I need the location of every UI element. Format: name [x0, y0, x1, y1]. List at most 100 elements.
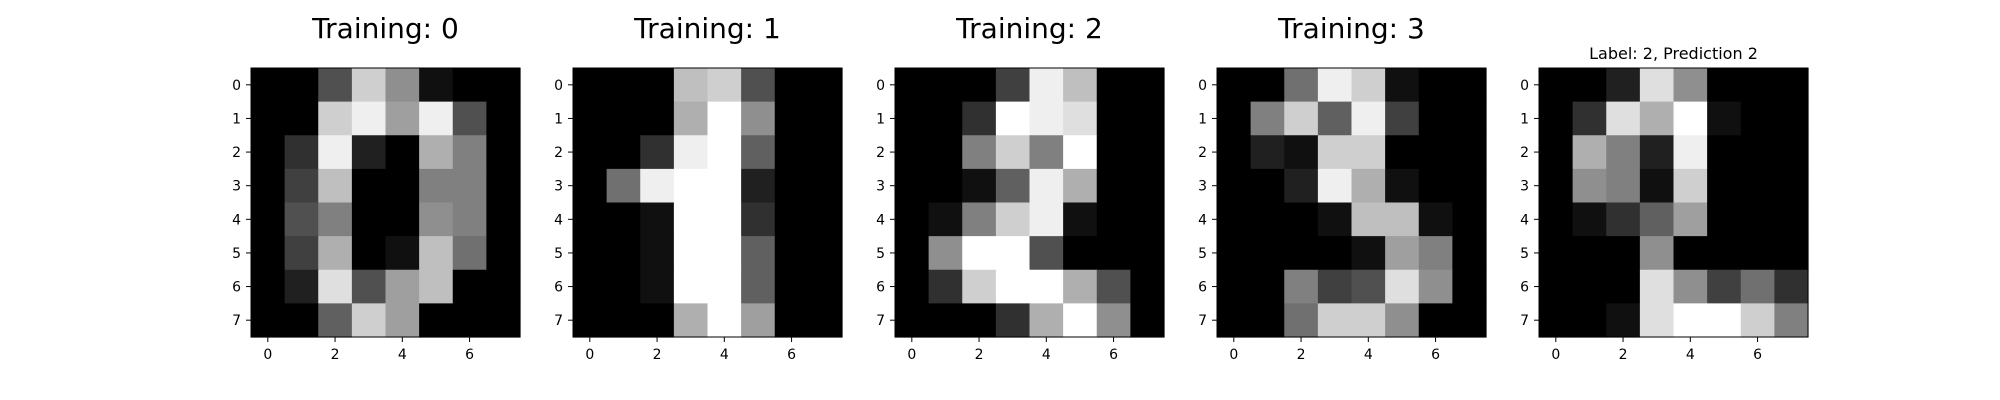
heatmap-cell: [808, 236, 843, 271]
heatmap-cell: [1217, 269, 1252, 304]
heatmap-cell: [1774, 168, 1809, 204]
y-tick-label: 0: [876, 78, 885, 94]
heatmap-cell: [606, 168, 641, 204]
heatmap-cell: [1250, 168, 1285, 204]
heatmap-cell: [486, 303, 521, 338]
heatmap-cell: [419, 68, 454, 103]
heatmap-cell: [1572, 68, 1607, 103]
heatmap-cell: [1063, 68, 1098, 103]
y-tick-label: 5: [232, 246, 241, 262]
heatmap-cell: [962, 236, 997, 271]
y-tick-label: 0: [554, 78, 563, 94]
heatmap-cell: [1317, 168, 1353, 204]
heatmap-cell: [1673, 202, 1708, 237]
heatmap-cell: [707, 101, 742, 136]
heatmap-cell: [1639, 68, 1675, 103]
y-tick-label: 5: [876, 246, 885, 262]
heatmap-cell: [251, 135, 286, 170]
heatmap-cell: [419, 303, 454, 338]
heatmap-cell: [1250, 135, 1285, 170]
x-tick-label: 0: [1229, 347, 1238, 363]
y-tick-label: 3: [554, 179, 563, 195]
heatmap-cell: [1707, 269, 1742, 304]
y-tick-label: 1: [232, 111, 241, 127]
heatmap-cell: [1029, 269, 1064, 304]
heatmap-cell: [640, 202, 675, 237]
heatmap-cell: [1606, 303, 1641, 338]
heatmap-cell: [1029, 168, 1064, 204]
heatmap-cell: [1740, 135, 1775, 170]
heatmap-cell: [318, 236, 353, 271]
heatmap-cell: [673, 202, 709, 237]
heatmap-cell: [606, 135, 641, 170]
heatmap-cell: [1351, 202, 1386, 237]
y-tick-label: 2: [554, 145, 563, 161]
heatmap-cell: [1606, 202, 1641, 237]
y-tick-label: 2: [232, 145, 241, 161]
heatmap-cell: [1130, 101, 1165, 136]
heatmap-cell: [486, 202, 521, 237]
heatmap-cell: [808, 202, 843, 237]
heatmap-cell: [808, 168, 843, 204]
heatmap-cell: [606, 269, 641, 304]
heatmap-cell: [962, 68, 997, 103]
heatmap-cell: [995, 303, 1031, 338]
heatmap-cell: [1029, 303, 1064, 338]
heatmap-cell: [1385, 202, 1420, 237]
heatmap-cell: [1250, 101, 1285, 136]
heatmap-cell: [1130, 303, 1165, 338]
heatmap-cell: [351, 269, 387, 304]
heatmap-cell: [606, 236, 641, 271]
heatmap-cell: [1029, 135, 1064, 170]
heatmap-cell: [1572, 135, 1607, 170]
heatmap-cell: [774, 101, 809, 136]
heatmap-cell: [351, 101, 387, 136]
heatmap-cell: [452, 135, 487, 170]
x-tick-label: 6: [1431, 347, 1440, 363]
heatmap-cell: [673, 101, 709, 136]
y-tick-label: 3: [1198, 179, 1207, 195]
y-tick-label: 7: [876, 313, 885, 329]
heatmap-cell: [1606, 269, 1641, 304]
heatmap-cell: [1063, 269, 1098, 304]
axes-frame: [1216, 67, 1487, 338]
heatmap-cell: [1096, 202, 1131, 237]
x-tick-label: 2: [1297, 347, 1306, 363]
heatmap-cell: [573, 68, 608, 103]
y-tick-label: 1: [876, 111, 885, 127]
heatmap-cell: [1317, 101, 1353, 136]
heatmap-cell: [1096, 135, 1131, 170]
heatmap-cell: [1639, 168, 1675, 204]
heatmap-cell: [1096, 269, 1131, 304]
heatmap-cell: [419, 101, 454, 136]
heatmap-cell: [1130, 168, 1165, 204]
heatmap-cell: [741, 101, 776, 136]
heatmap-cell: [1673, 101, 1708, 136]
heatmap-cell: [1707, 202, 1742, 237]
heatmap-cell: [1539, 101, 1574, 136]
heatmap-cell: [741, 135, 776, 170]
heatmap-cell: [573, 236, 608, 271]
y-tick-label: 6: [1198, 280, 1207, 296]
heatmap-cell: [741, 236, 776, 271]
heatmap-cell: [962, 135, 997, 170]
heatmap-cell: [1774, 101, 1809, 136]
y-tick-label: 7: [232, 313, 241, 329]
heatmap-cell: [351, 168, 387, 204]
heatmap-cell: [1418, 135, 1453, 170]
heatmap-cell: [774, 269, 809, 304]
heatmap-cell: [251, 202, 286, 237]
y-tick-label: 3: [876, 179, 885, 195]
heatmap-cell: [284, 269, 319, 304]
heatmap-cell: [284, 168, 319, 204]
panel-prediction: Label: 2, Prediction 2 0 2 4 6 0 1 2 3 4 5 6 7: [1520, 44, 1809, 363]
heatmap-cell: [640, 269, 675, 304]
heatmap-cell: [741, 303, 776, 338]
heatmap-cell: [1130, 202, 1165, 237]
heatmap-cell: [1284, 236, 1319, 271]
heatmap-cell: [452, 168, 487, 204]
x-tick-label: 6: [787, 347, 796, 363]
heatmap-cell: [573, 135, 608, 170]
heatmap-cell: [419, 168, 454, 204]
